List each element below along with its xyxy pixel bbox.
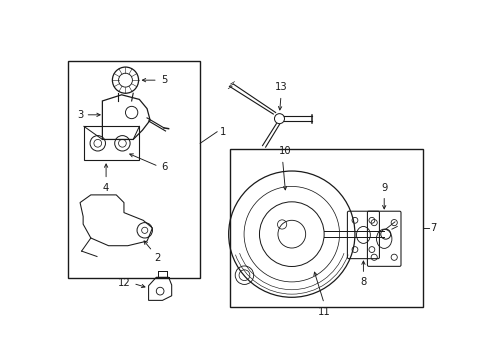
Bar [68,61,200,278]
Text: 12: 12 [118,278,131,288]
Text: 10: 10 [279,145,291,156]
Text: 2: 2 [154,253,161,263]
Text: 11: 11 [317,307,330,317]
Text: 3: 3 [77,110,83,120]
Text: 8: 8 [360,277,366,287]
Text: 4: 4 [103,183,109,193]
Text: 5: 5 [161,75,167,85]
Text: 9: 9 [380,183,386,193]
Text: 7: 7 [429,222,436,233]
Text: 13: 13 [274,82,287,93]
Text: 6: 6 [161,162,167,172]
Bar [230,149,422,307]
Text: 1: 1 [219,127,225,137]
Bar [84,126,139,160]
